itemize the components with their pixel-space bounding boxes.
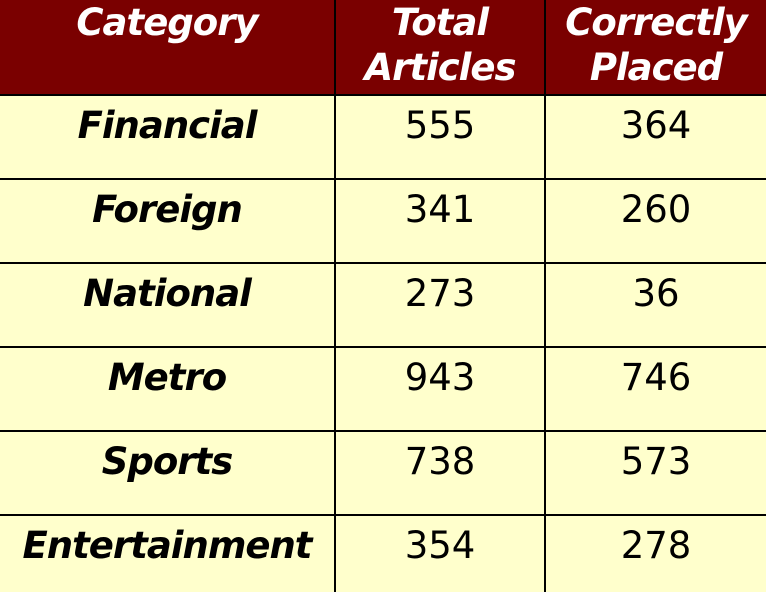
cell-correctly-placed: 364 <box>546 96 766 178</box>
cell-total-articles: 943 <box>336 348 544 430</box>
cell-total-articles: 341 <box>336 180 544 262</box>
cell-total-articles: 555 <box>336 96 544 178</box>
cell-total-articles: 354 <box>336 516 544 592</box>
header-category: Category <box>0 0 334 94</box>
cell-correctly-placed: 746 <box>546 348 766 430</box>
cell-correctly-placed: 278 <box>546 516 766 592</box>
cell-correctly-placed: 260 <box>546 180 766 262</box>
header-total-articles: Total Articles <box>336 0 544 94</box>
cell-category: Foreign <box>0 180 334 262</box>
header-correctly-placed: Correctly Placed <box>546 0 766 94</box>
cell-category: Entertainment <box>0 516 334 592</box>
cell-total-articles: 273 <box>336 264 544 346</box>
cell-category: Financial <box>0 96 334 178</box>
cell-category: National <box>0 264 334 346</box>
cell-category: Metro <box>0 348 334 430</box>
cell-total-articles: 738 <box>336 432 544 514</box>
cell-category: Sports <box>0 432 334 514</box>
cell-correctly-placed: 573 <box>546 432 766 514</box>
cell-correctly-placed: 36 <box>546 264 766 346</box>
